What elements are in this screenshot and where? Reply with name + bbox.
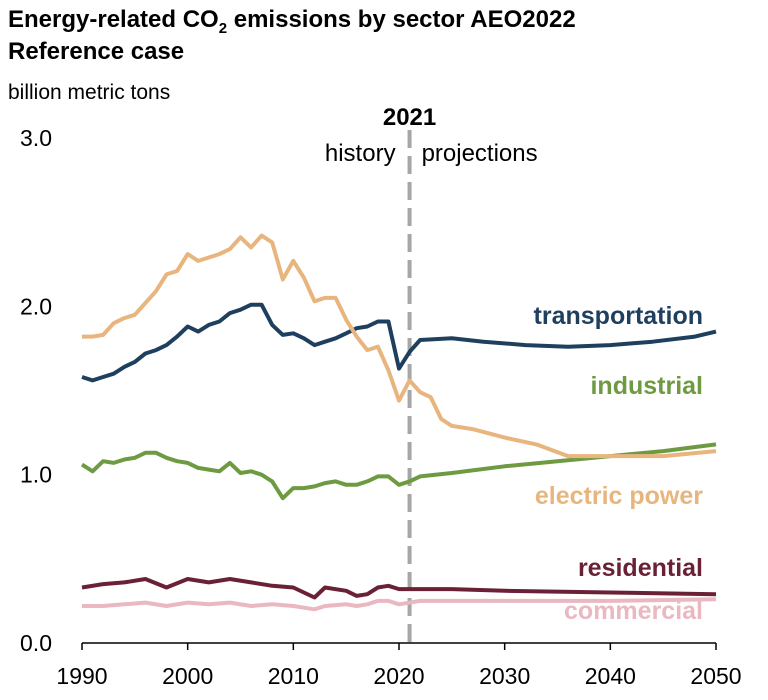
series-line-electric-power bbox=[82, 233, 717, 459]
chart-title: Energy-related CO2 emissions by sector A… bbox=[8, 4, 576, 45]
y-tick-label: 2.0 bbox=[20, 293, 52, 319]
history-label: history bbox=[325, 140, 396, 167]
projections-label: projections bbox=[422, 140, 538, 167]
series-lines bbox=[80, 233, 717, 612]
x-tick-label: 2000 bbox=[162, 663, 213, 689]
series-label-residential: residential bbox=[578, 554, 703, 582]
y-tick-label: 3.0 bbox=[20, 125, 52, 151]
chart-title-subscript: 2 bbox=[218, 19, 228, 37]
chart-title-prefix: Energy-related CO bbox=[8, 6, 219, 33]
x-tick-label: 2010 bbox=[268, 663, 319, 689]
x-tick-label: 2020 bbox=[373, 663, 424, 689]
y-tick-label: 1.0 bbox=[20, 462, 52, 488]
series-line-commercial bbox=[82, 597, 717, 612]
divider-year-label: 2021 bbox=[383, 104, 436, 131]
chart-title-suffix: emissions by sector AEO2022 bbox=[227, 6, 576, 33]
series-line-industrial bbox=[80, 442, 717, 501]
series-line-residential bbox=[81, 577, 717, 600]
y-tick-labels: 0.0 1.0 2.0 3.0 bbox=[20, 125, 52, 656]
x-tick-label: 1990 bbox=[56, 663, 107, 689]
series-label-transportation: transportation bbox=[534, 302, 703, 330]
y-tick-label: 0.0 bbox=[20, 630, 52, 656]
series-label-electric-power: electric power bbox=[535, 482, 703, 510]
series-label-commercial: commercial bbox=[564, 597, 703, 625]
x-tick-label: 2050 bbox=[690, 663, 741, 689]
series-label-industrial: industrial bbox=[590, 372, 703, 400]
x-tick-labels: 1990 2000 2010 2020 2030 2040 2050 bbox=[56, 643, 742, 689]
x-tick-label: 2030 bbox=[479, 663, 530, 689]
series-line-transportation bbox=[81, 302, 717, 383]
x-tick-label: 2040 bbox=[585, 663, 636, 689]
chart-subtitle: Reference case bbox=[8, 38, 185, 65]
chart-unit-label: billion metric tons bbox=[8, 81, 171, 104]
